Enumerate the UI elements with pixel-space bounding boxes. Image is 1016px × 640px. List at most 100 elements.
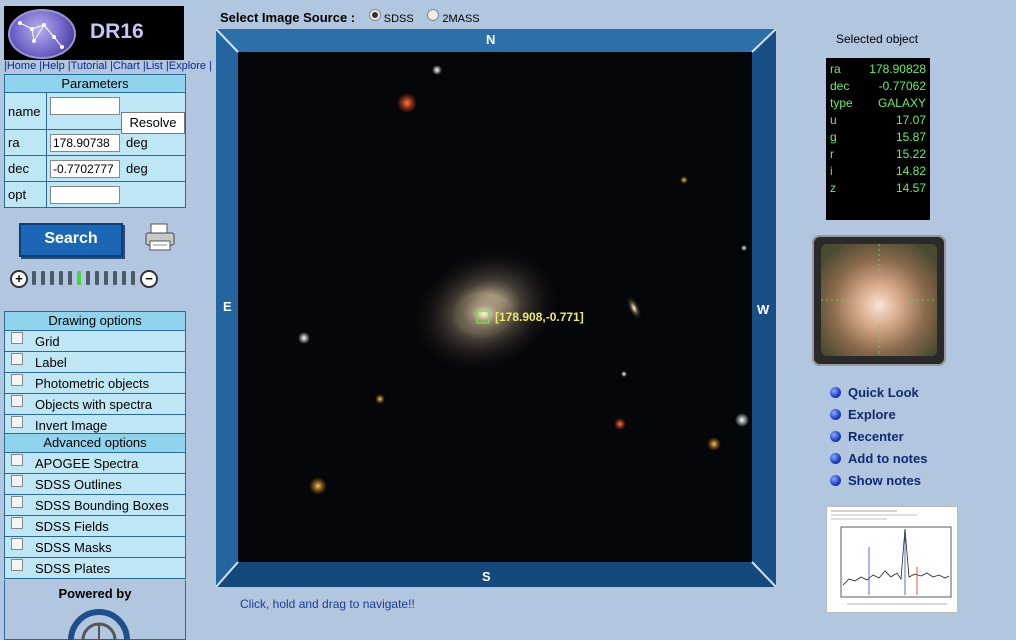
advanced-options-panel: Advanced options APOGEE Spectra SDSS Out… xyxy=(4,433,186,579)
readout-row: r 15.22 xyxy=(826,147,930,164)
option-label: Invert Image xyxy=(35,417,108,433)
dec-unit: deg xyxy=(126,161,148,176)
quick-look-link[interactable]: Quick Look xyxy=(830,385,919,400)
nav-chart[interactable]: Chart xyxy=(112,60,140,72)
readout-row: z 14.57 xyxy=(826,181,930,198)
readout-value: 15.87 xyxy=(895,130,926,144)
zoom-tick[interactable] xyxy=(41,271,45,285)
object-thumbnail[interactable] xyxy=(812,235,946,366)
option-photometric[interactable]: Photometric objects xyxy=(5,373,185,394)
zoom-tick[interactable] xyxy=(131,271,135,285)
grid-checkbox[interactable] xyxy=(11,332,23,344)
compass-south[interactable]: S xyxy=(482,569,491,584)
fields-checkbox[interactable] xyxy=(11,517,23,529)
recenter-link[interactable]: Recenter xyxy=(830,429,904,444)
photometric-checkbox[interactable] xyxy=(11,374,23,386)
option-label: APOGEE Spectra xyxy=(35,455,139,471)
zoom-tick[interactable] xyxy=(68,271,72,285)
target-coordinate-label: [178.908,-0.771] xyxy=(495,310,584,324)
compass-west[interactable]: W xyxy=(757,302,770,317)
zoom-tick[interactable] xyxy=(77,271,81,285)
top-nav: |Home |Help |Tutorial |Chart |List |Expl… xyxy=(4,60,212,72)
compass-north[interactable]: N xyxy=(486,32,496,47)
dec-input[interactable] xyxy=(50,159,120,178)
bounding-boxes-checkbox[interactable] xyxy=(11,496,23,508)
zoom-tick[interactable] xyxy=(104,271,108,285)
readout-value: 14.57 xyxy=(895,181,926,195)
frame-bevel xyxy=(216,29,776,587)
readout-key: r xyxy=(830,147,834,161)
option-invert[interactable]: Invert Image xyxy=(5,415,185,435)
zoom-tick[interactable] xyxy=(122,271,126,285)
option-apogee[interactable]: APOGEE Spectra xyxy=(5,453,185,474)
name-label: name xyxy=(5,93,47,129)
zoom-tick[interactable] xyxy=(86,271,90,285)
readout-row: i 14.82 xyxy=(826,164,930,181)
zoom-in-icon[interactable]: + xyxy=(10,270,28,288)
dr16-logo[interactable]: DR16 xyxy=(4,6,184,60)
sciserver-logo-icon xyxy=(67,608,131,640)
masks-checkbox[interactable] xyxy=(11,538,23,550)
resolve-button[interactable]: Resolve xyxy=(121,112,185,134)
zoom-out-icon[interactable]: − xyxy=(140,270,158,288)
opt-input[interactable] xyxy=(50,185,120,204)
readout-row: g 15.87 xyxy=(826,130,930,147)
ra-label: ra xyxy=(5,130,47,155)
readout-key: g xyxy=(830,130,837,144)
twomass-radio[interactable] xyxy=(427,8,440,21)
option-grid[interactable]: Grid xyxy=(5,331,185,352)
option-spectra[interactable]: Objects with spectra xyxy=(5,394,185,415)
show-notes-link[interactable]: Show notes xyxy=(830,473,921,488)
option-label: SDSS Fields xyxy=(35,518,109,534)
zoom-tick[interactable] xyxy=(59,271,63,285)
spectra-checkbox[interactable] xyxy=(11,395,23,407)
option-label: SDSS Outlines xyxy=(35,476,122,492)
thumbnail-image xyxy=(821,244,937,356)
option-label: SDSS Masks xyxy=(35,539,112,555)
link-label: Recenter xyxy=(848,429,904,444)
zoom-tick[interactable] xyxy=(113,271,117,285)
nav-list[interactable]: List xyxy=(145,60,163,72)
option-plates[interactable]: SDSS Plates xyxy=(5,558,185,578)
zoom-tick[interactable] xyxy=(32,271,36,285)
link-label: Show notes xyxy=(848,473,921,488)
option-bounding-boxes[interactable]: SDSS Bounding Boxes xyxy=(5,495,185,516)
nav-explore[interactable]: Explore xyxy=(168,60,207,72)
name-input[interactable] xyxy=(50,97,120,115)
ra-input[interactable] xyxy=(50,133,120,152)
spectrum-thumbnail[interactable] xyxy=(826,506,958,613)
option-masks[interactable]: SDSS Masks xyxy=(5,537,185,558)
search-button[interactable]: Search xyxy=(19,223,123,257)
bullet-icon xyxy=(830,409,841,420)
plates-checkbox[interactable] xyxy=(11,559,23,571)
bullet-icon xyxy=(830,453,841,464)
nav-home[interactable]: Home xyxy=(6,60,37,72)
readout-key: ra xyxy=(830,62,841,76)
explore-link[interactable]: Explore xyxy=(830,407,896,422)
sky-field xyxy=(298,65,749,495)
bullet-icon xyxy=(830,431,841,442)
option-label: Grid xyxy=(35,333,60,349)
sdss-radio[interactable] xyxy=(368,8,381,21)
invert-checkbox[interactable] xyxy=(11,416,23,428)
option-outlines[interactable]: SDSS Outlines xyxy=(5,474,185,495)
powered-by-panel: Powered by xyxy=(4,580,186,640)
nav-help[interactable]: Help xyxy=(42,60,65,72)
zoom-tick[interactable] xyxy=(95,271,99,285)
printer-icon[interactable] xyxy=(143,222,177,252)
powered-by-text: Powered by xyxy=(58,586,132,601)
crosshair-icon xyxy=(821,244,937,356)
apogee-checkbox[interactable] xyxy=(11,454,23,466)
label-checkbox[interactable] xyxy=(11,353,23,365)
option-fields[interactable]: SDSS Fields xyxy=(5,516,185,537)
readout-row: u 17.07 xyxy=(826,113,930,130)
bullet-icon xyxy=(830,475,841,486)
outlines-checkbox[interactable] xyxy=(11,475,23,487)
zoom-tick[interactable] xyxy=(50,271,54,285)
add-to-notes-link[interactable]: Add to notes xyxy=(830,451,927,466)
nav-tutorial[interactable]: Tutorial xyxy=(70,60,107,72)
sky-image[interactable]: [178.908,-0.771] xyxy=(238,52,752,562)
compass-east[interactable]: E xyxy=(223,299,232,314)
option-label-toggle[interactable]: Label xyxy=(5,352,185,373)
link-label: Explore xyxy=(848,407,896,422)
